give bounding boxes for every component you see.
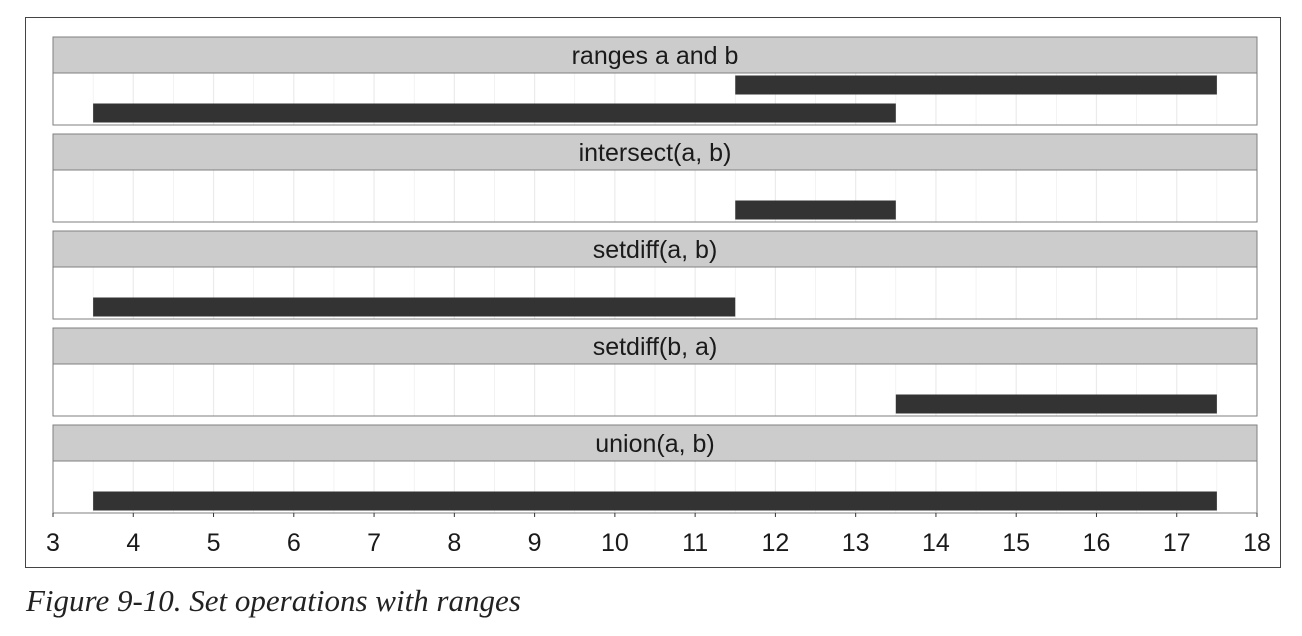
- x-tick-label: 18: [1243, 529, 1271, 557]
- x-tick-label: 12: [761, 529, 789, 557]
- panel-strip: [52, 424, 1258, 462]
- x-tick-label: 17: [1163, 529, 1191, 557]
- panel-strip: [52, 36, 1258, 74]
- x-tick-label: 6: [287, 529, 301, 557]
- panel-border: [52, 266, 1258, 320]
- range-bar: [93, 297, 736, 317]
- figure-frame: ranges a and b intersect(a, b) setdiff(a, …: [25, 17, 1281, 568]
- x-tick-label: 13: [842, 529, 870, 557]
- x-tick-label: 15: [1002, 529, 1030, 557]
- x-tick-label: 11: [682, 529, 708, 557]
- range-bar: [735, 200, 896, 220]
- range-bar: [735, 75, 1217, 95]
- x-tick-label: 3: [46, 529, 60, 557]
- panel-border: [52, 169, 1258, 223]
- x-tick-label: 5: [207, 529, 221, 557]
- range-bar: [895, 394, 1217, 414]
- panel-border: [52, 72, 1258, 126]
- panel-title: ranges a and b: [572, 42, 739, 70]
- panel-title: setdiff(b, a): [593, 333, 718, 361]
- x-tick-label: 14: [922, 529, 950, 557]
- range-bar: [93, 491, 1217, 511]
- x-tick-label: 10: [601, 529, 629, 557]
- range-bar: [93, 103, 896, 123]
- x-tick-label: 7: [367, 529, 381, 557]
- figure-caption: Figure 9-10. Set operations with ranges: [26, 583, 521, 618]
- facet-chart: ranges a and b intersect(a, b) setdiff(a, …: [46, 36, 1271, 557]
- x-tick-label: 9: [528, 529, 542, 557]
- x-tick-label: 8: [447, 529, 461, 557]
- x-tick-label: 4: [126, 529, 140, 557]
- panel-border: [52, 460, 1258, 514]
- panel-border: [52, 363, 1258, 417]
- panel-title: intersect(a, b): [579, 139, 732, 167]
- panel-strip: [52, 133, 1258, 171]
- panel-title: setdiff(a, b): [593, 236, 718, 264]
- panel-title: union(a, b): [595, 430, 715, 458]
- x-tick-label: 16: [1083, 529, 1111, 557]
